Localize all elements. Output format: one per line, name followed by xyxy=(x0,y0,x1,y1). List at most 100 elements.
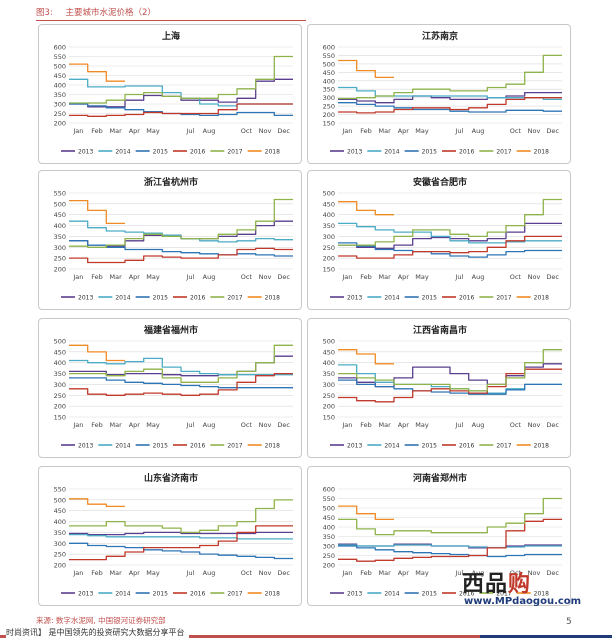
x-tick-label: Nov xyxy=(528,273,541,281)
series-line-2016 xyxy=(338,235,562,259)
y-tick-label: 400 xyxy=(54,518,66,526)
x-tick-label: Jul xyxy=(454,421,463,429)
x-tick-label: Jan xyxy=(341,273,352,281)
legend-label-2014: 2014 xyxy=(115,149,130,156)
legend-label-2018: 2018 xyxy=(265,149,280,156)
x-tick-label: Feb xyxy=(360,273,372,281)
series-line-2018 xyxy=(69,498,125,508)
x-tick-label: May xyxy=(146,127,160,135)
figure-number: 图3: xyxy=(36,8,53,18)
y-tick-label: 450 xyxy=(54,211,66,219)
x-tick-label: Jan xyxy=(72,421,83,429)
legend-label-2014: 2014 xyxy=(384,443,399,450)
chart-panel: 河南省郑州市 200 250 300 350 400 450 500 550 600 Jan Feb M… xyxy=(307,466,571,606)
figure-title: 主要城市水泥价格（2） xyxy=(65,8,156,18)
watermark: 西品购 www.MPdaogou.com xyxy=(454,566,604,614)
y-tick-label: 550 xyxy=(54,486,66,494)
x-tick-label: Nov xyxy=(528,569,541,577)
series-line-2015 xyxy=(338,379,562,395)
y-tick-label: 500 xyxy=(54,63,66,71)
chart-svg: 福建省福州市 150 200 250 300 350 400 450 500 Jan Feb Mar A… xyxy=(54,324,293,450)
footer-bar-blue xyxy=(480,635,612,638)
footer-text: 时尚资讯】 是中国领先的投资研究大数据分享平台 xyxy=(6,627,189,638)
legend-label-2014: 2014 xyxy=(384,149,399,156)
y-tick-label: 300 xyxy=(323,233,335,241)
series-line-2016 xyxy=(338,518,562,562)
y-tick-label: 300 xyxy=(323,543,335,551)
y-tick-label: 350 xyxy=(54,233,66,241)
x-tick-label: Nov xyxy=(259,127,272,135)
chart-panel: 浙江省杭州市 200 250 300 350 400 450 500 550 Jan Feb Mar A… xyxy=(38,170,302,310)
x-tick-label: Feb xyxy=(91,273,103,281)
y-tick-label: 250 xyxy=(323,103,335,111)
x-tick-label: May xyxy=(146,569,160,577)
chart-title: 江苏南京 xyxy=(422,30,458,42)
x-tick-label: Nov xyxy=(528,421,541,429)
legend-label-2016: 2016 xyxy=(459,149,474,156)
x-tick-label: Mar xyxy=(379,421,392,429)
series-line-2017 xyxy=(69,198,293,248)
y-tick-label: 400 xyxy=(323,359,335,367)
legend-label-2017: 2017 xyxy=(496,591,511,598)
chart-panel: 山东省济南市 200 250 300 350 400 450 500 550 Jan Feb Mar A… xyxy=(38,466,302,606)
legend-label-2013: 2013 xyxy=(347,295,362,302)
y-tick-label: 350 xyxy=(323,86,335,94)
y-tick-label: 300 xyxy=(54,381,66,389)
x-tick-label: Jan xyxy=(341,569,352,577)
x-tick-label: Oct xyxy=(510,421,522,429)
x-tick-label: Mar xyxy=(110,569,123,577)
x-tick-label: Dec xyxy=(277,421,290,429)
chart-svg: 浙江省杭州市 200 250 300 350 400 450 500 550 Jan Feb Mar A… xyxy=(54,176,293,302)
y-tick-label: 350 xyxy=(54,370,66,378)
x-tick-label: Aug xyxy=(203,127,216,135)
y-tick-label: 300 xyxy=(54,540,66,548)
y-tick-label: 500 xyxy=(323,338,335,346)
x-tick-label: Jul xyxy=(185,127,194,135)
series-line-2014 xyxy=(69,357,293,376)
x-tick-label: Jan xyxy=(72,273,83,281)
y-tick-label: 200 xyxy=(323,562,335,570)
legend-label-2013: 2013 xyxy=(347,591,362,598)
series-line-2015 xyxy=(69,542,293,560)
x-tick-label: Mar xyxy=(110,421,123,429)
y-tick-label: 150 xyxy=(54,414,66,422)
y-tick-label: 450 xyxy=(323,348,335,356)
legend-label-2017: 2017 xyxy=(227,149,242,156)
legend-label-2018: 2018 xyxy=(265,295,280,302)
series-line-2018 xyxy=(69,344,125,362)
y-tick-label: 400 xyxy=(323,524,335,532)
legend-label-2018: 2018 xyxy=(534,591,549,598)
series-line-2017 xyxy=(338,54,562,100)
x-tick-label: Apr xyxy=(129,569,141,577)
y-tick-label: 500 xyxy=(54,496,66,504)
y-tick-label: 250 xyxy=(54,551,66,559)
y-tick-label: 250 xyxy=(54,392,66,400)
chart-panel: 上海 200 250 300 350 400 450 500 550 600 Jan Feb Mar Ap… xyxy=(38,24,302,164)
series-line-2015 xyxy=(338,242,562,258)
x-tick-label: Feb xyxy=(91,421,103,429)
x-tick-label: Apr xyxy=(398,273,410,281)
y-tick-label: 350 xyxy=(323,370,335,378)
y-tick-label: 400 xyxy=(54,359,66,367)
x-tick-label: Jul xyxy=(454,273,463,281)
x-tick-label: Feb xyxy=(360,127,372,135)
y-tick-label: 400 xyxy=(54,222,66,230)
y-tick-label: 150 xyxy=(323,120,335,128)
legend-label-2017: 2017 xyxy=(496,295,511,302)
chart-title: 浙江省杭州市 xyxy=(144,176,198,188)
series-line-2016 xyxy=(338,97,562,114)
y-tick-label: 400 xyxy=(323,211,335,219)
y-tick-label: 200 xyxy=(54,120,66,128)
legend-label-2015: 2015 xyxy=(153,591,168,598)
x-tick-label: Aug xyxy=(203,273,216,281)
legend-label-2016: 2016 xyxy=(190,443,205,450)
watermark-logo-b: 购 xyxy=(508,572,532,597)
y-tick-label: 600 xyxy=(54,44,66,52)
y-tick-label: 450 xyxy=(323,200,335,208)
y-tick-label: 550 xyxy=(54,53,66,61)
series-line-2017 xyxy=(338,198,562,246)
y-tick-label: 350 xyxy=(323,533,335,541)
y-tick-label: 300 xyxy=(54,244,66,252)
